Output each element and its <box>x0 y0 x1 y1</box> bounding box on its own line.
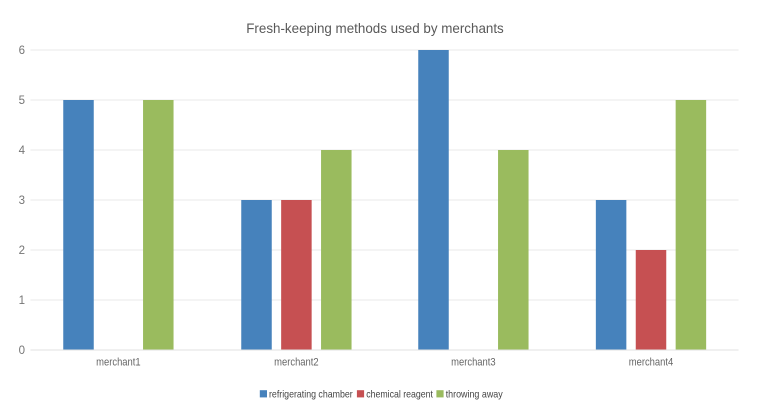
svg-text:1: 1 <box>19 295 25 307</box>
svg-text:merchant2: merchant2 <box>274 357 319 369</box>
svg-text:5: 5 <box>19 95 25 107</box>
svg-text:merchant1: merchant1 <box>96 357 141 369</box>
svg-text:merchant4: merchant4 <box>629 357 674 369</box>
svg-text:Fresh-keeping methods used by: Fresh-keeping methods used by merchants <box>246 20 504 36</box>
svg-text:refrigerating chamber: refrigerating chamber <box>269 389 353 401</box>
svg-text:6: 6 <box>19 45 25 57</box>
svg-text:throwing away: throwing away <box>446 389 504 401</box>
svg-text:2: 2 <box>19 245 25 257</box>
svg-text:4: 4 <box>19 145 26 157</box>
svg-text:3: 3 <box>19 195 25 207</box>
svg-text:merchant3: merchant3 <box>451 357 496 369</box>
svg-text:0: 0 <box>19 345 25 357</box>
svg-text:chemical reagent: chemical reagent <box>366 389 433 401</box>
